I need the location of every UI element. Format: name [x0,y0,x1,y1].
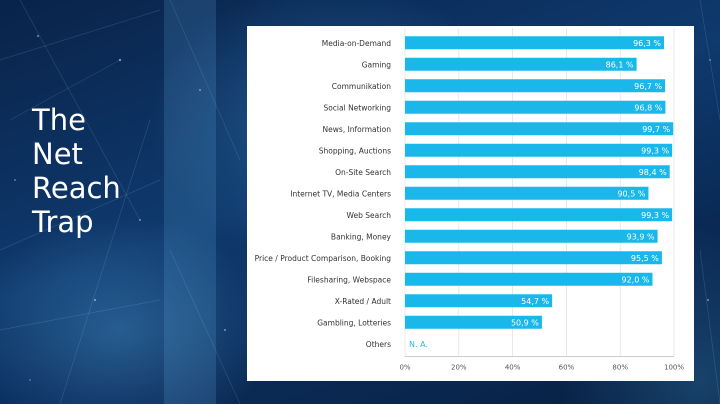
bar [405,122,674,136]
slide-title-line: Trap [32,205,94,240]
x-tick-label: 40% [505,364,521,372]
category-label: Others [366,340,391,349]
bar [405,186,649,200]
bar [405,208,673,222]
slide-title-line: Net [32,137,83,172]
value-label: 54,7 % [521,297,549,306]
value-label: 96,3 % [633,39,661,48]
value-label: 99,7 % [642,125,670,134]
value-label: 93,9 % [627,232,655,241]
value-label: 50,9 % [511,318,539,327]
bar [405,100,666,114]
slide-title-line: Reach [32,171,121,206]
category-label: Shopping, Auctions [319,146,391,155]
category-label: X-Rated / Adult [335,297,391,306]
value-label: 99,3 % [641,211,669,220]
value-label: 99,3 % [641,146,669,155]
chart-card: 0% 20% 40% 60% 80% 100% Media-on-Demand 96,3 % G… [247,26,694,381]
bar [405,294,553,308]
category-label: Price / Product Comparison, Booking [255,254,392,263]
value-label: 95,5 % [631,254,659,263]
x-tick-label: 20% [451,364,467,372]
category-label: Gambling, Lotteries [317,318,391,327]
x-tick-label: 60% [559,364,575,372]
value-label: 86,1 % [606,60,634,69]
x-tick-label: 0% [399,364,410,372]
slide-title: The Net Reach Trap [32,103,152,239]
category-label: Internet TV, Media Centers [290,189,391,198]
bar [405,79,666,93]
bar [405,36,665,50]
bar [405,272,653,286]
category-label: News, Information [323,125,392,134]
category-label: Social Networking [323,103,391,112]
value-label: 96,7 % [634,82,662,91]
x-tick-label: 80% [612,364,628,372]
category-label: Web Search [346,211,391,220]
bar [405,165,670,179]
bar [405,143,673,157]
category-label: On-Site Search [335,168,391,177]
category-label: Media-on-Demand [322,39,391,48]
category-label: Communikation [332,82,391,91]
category-label: Banking, Money [331,232,392,241]
category-label: Filesharing, Webspace [307,275,391,284]
category-label: Gaming [362,60,392,69]
value-label: 92,0 % [622,275,650,284]
translucent-side-panel [164,0,216,404]
slide-title-line: The [32,103,86,138]
value-label: 98,4 % [639,168,667,177]
bar [405,57,637,71]
value-label: 96,8 % [634,103,662,112]
x-tick-label: 100% [664,364,684,372]
bar-chart: 0% 20% 40% 60% 80% 100% Media-on-Demand 96,3 % G… [255,28,684,372]
bar [405,315,542,329]
bar [405,229,658,243]
value-label: N. A. [409,340,428,349]
bar [405,251,662,265]
value-label: 90,5 % [617,189,645,198]
